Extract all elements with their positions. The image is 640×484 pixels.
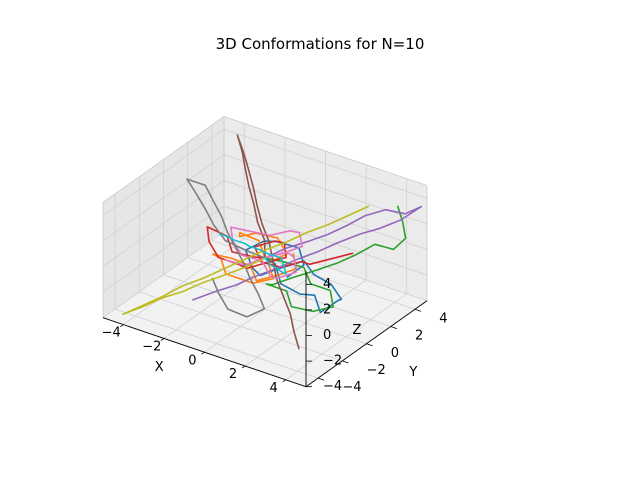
gridline-y-floor: [114, 308, 319, 379]
gridline-z-back: [223, 180, 428, 250]
series-line-8: [186, 178, 266, 318]
gridline-z-left: [102, 180, 225, 267]
chart-title: 3D Conformations for N=10: [215, 35, 425, 53]
x-tick-label: −2: [142, 340, 161, 355]
z-tick-label: 2: [323, 302, 331, 317]
gridline-z-back: [223, 154, 428, 225]
x-tick-mark: [120, 324, 124, 328]
series-line-2: [211, 232, 298, 285]
x-axis-label: X: [155, 360, 164, 375]
z-tick-label: −4: [323, 379, 342, 394]
x-tick-label: 4: [269, 381, 277, 396]
z-tick-label: 0: [323, 328, 331, 343]
x-tick-label: 0: [188, 353, 196, 368]
gridline-z-left: [102, 205, 225, 293]
y-tick-label: −2: [367, 363, 386, 378]
gridline-z-left: [102, 154, 225, 242]
z-tick-label: −2: [323, 354, 342, 369]
z-tick-label: 4: [323, 277, 331, 292]
y-tick-label: 2: [415, 329, 423, 344]
y-tick-mark: [317, 377, 325, 381]
y-axis-label: Y: [408, 365, 417, 380]
y-tick-label: 0: [391, 346, 399, 361]
y-tick-label: 4: [439, 311, 447, 326]
gridline-z-back: [223, 205, 428, 276]
series-line-5: [192, 205, 423, 301]
x-tick-mark: [201, 351, 205, 355]
y-tick-mark: [366, 343, 373, 347]
pane-edge: [102, 116, 225, 203]
gridline-z-left: [102, 128, 225, 216]
gridline-y-floor: [139, 291, 343, 362]
x-tick-mark: [241, 365, 246, 369]
series-line-9: [122, 205, 370, 316]
x-tick-label: −4: [102, 326, 121, 341]
gridline-z-back: [223, 128, 428, 199]
z-axis-label: Z: [353, 323, 362, 338]
gridline-z-left: [102, 231, 225, 319]
y-tick-mark: [342, 360, 349, 364]
gridline-z-back: [223, 231, 428, 302]
pane-edge: [223, 116, 428, 186]
x-tick-label: 2: [229, 367, 237, 382]
series-line-6: [236, 134, 300, 350]
y-tick-mark: [414, 308, 422, 312]
x-tick-mark: [282, 379, 286, 383]
y-tick-label: −4: [342, 380, 361, 395]
y-tick-mark: [390, 326, 397, 329]
series-line-3: [264, 205, 407, 313]
series-line-7: [224, 226, 304, 280]
x-tick-mark: [160, 338, 165, 341]
series-line-10: [218, 233, 287, 275]
